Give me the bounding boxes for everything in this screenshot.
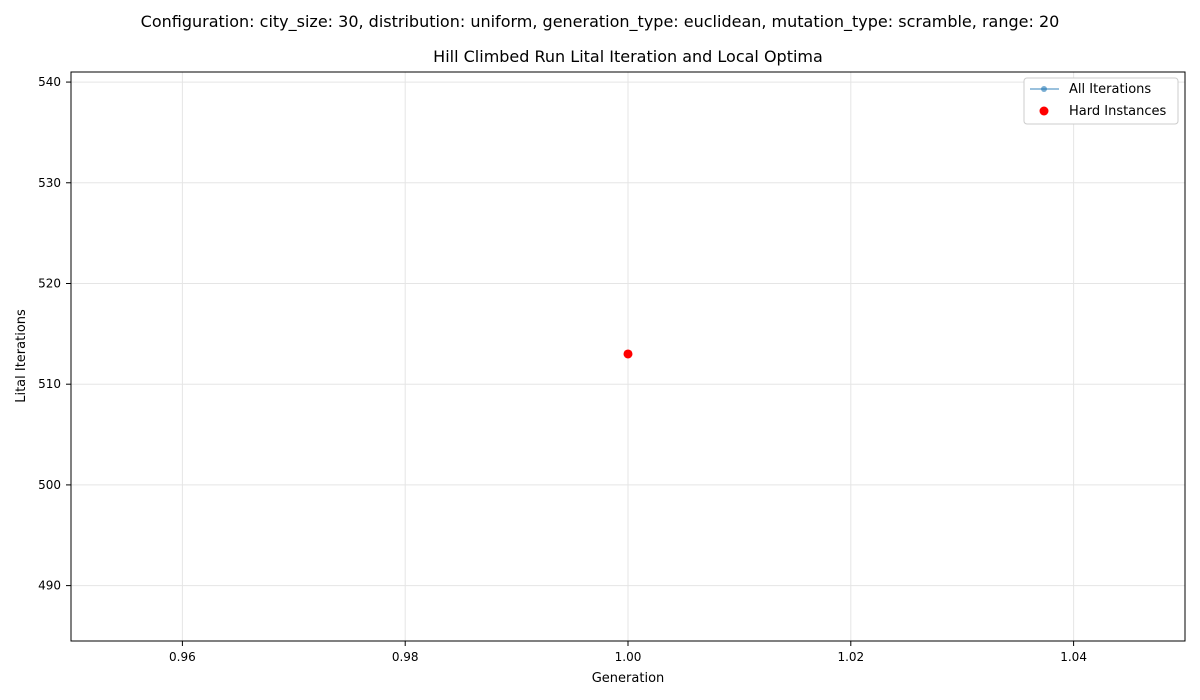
- legend-label-hard-instances: Hard Instances: [1069, 104, 1167, 119]
- legend-line-marker: [1041, 86, 1047, 92]
- data-point-hard-instances: [623, 349, 633, 359]
- y-tick-label: 520: [38, 276, 61, 290]
- y-tick-label: 510: [38, 377, 61, 391]
- chart-title: Hill Climbed Run Lital Iteration and Loc…: [433, 47, 823, 66]
- axis-ticks: 0.96 0.98 1.00 1.02 1.04 490 500 510 520 530 540: [38, 75, 1087, 664]
- legend-box: [1023, 77, 1179, 125]
- y-tick-label: 540: [38, 75, 61, 89]
- grid-lines: [71, 72, 1185, 641]
- figure-suptitle: Configuration: city_size: 30, distributi…: [140, 12, 1060, 31]
- y-tick-label: 490: [38, 579, 61, 593]
- legend-label-all-iterations: All Iterations: [1069, 82, 1151, 97]
- y-tick-label: 500: [38, 478, 61, 492]
- x-axis-label: Generation: [592, 671, 665, 686]
- x-tick-label: 0.98: [392, 650, 419, 664]
- x-tick-label: 1.00: [615, 650, 642, 664]
- y-axis-label: Lital Iterations: [14, 309, 29, 403]
- x-tick-label: 0.96: [169, 650, 196, 664]
- legend: All Iterations Hard Instances: [1023, 77, 1179, 125]
- legend-scatter-marker: [1039, 106, 1049, 116]
- x-tick-label: 1.04: [1060, 650, 1087, 664]
- x-tick-label: 1.02: [837, 650, 864, 664]
- data-marks: [623, 349, 633, 359]
- y-tick-label: 530: [38, 176, 61, 190]
- plot-frame: [70, 71, 1186, 642]
